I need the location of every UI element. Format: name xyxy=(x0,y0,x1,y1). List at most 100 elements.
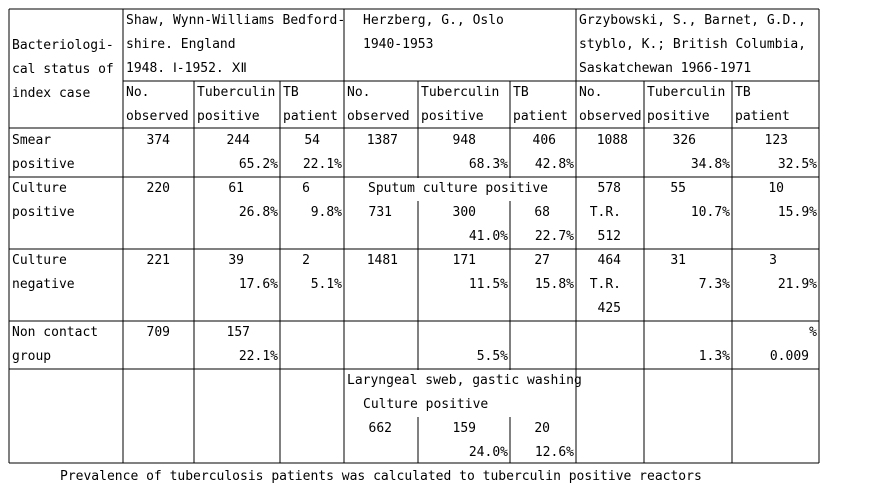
cell-smear-s3-tub-pct: 34.8% xyxy=(690,157,730,172)
s1-col-no-header-2: observed xyxy=(126,109,189,124)
row-label-culture-neg-2: negative xyxy=(12,277,75,292)
cell-smear-s3-tub: 326 xyxy=(672,133,696,148)
cell-culpos-s3-tr: T.R. xyxy=(589,205,621,220)
cell-noncontact-s3-tb-val: 0.009 xyxy=(769,349,809,364)
s2-col-no-header-2: observed xyxy=(347,109,410,124)
cell-laryngeal-s2-no: 662 xyxy=(368,421,392,436)
study3-title-line3: Saskatchewan 1966-1971 xyxy=(579,61,752,76)
culpos-s2-subheading: Sputum culture positive xyxy=(368,181,549,196)
row-label-non-contact: Non contact xyxy=(12,325,99,340)
cell-culpos-s2-tub: 300 xyxy=(452,205,476,220)
s2-col-tub-header: Tuberculin xyxy=(421,85,500,100)
s3-col-tb-header: TB xyxy=(735,85,751,100)
cell-culneg-s1-tb-pct: 5.1% xyxy=(310,277,342,292)
cell-smear-s1-tub-pct: 65.2% xyxy=(238,157,278,172)
s3-col-tub-header-2: positive xyxy=(647,109,710,124)
cell-culpos-s1-tb: 6 xyxy=(302,181,310,196)
status-header-line2: cal status of xyxy=(12,62,114,77)
cell-culneg-s2-no: 1481 xyxy=(366,253,398,268)
cell-culneg-s1-tub-pct: 17.6% xyxy=(238,277,278,292)
s1-col-no-header: No. xyxy=(126,85,150,100)
cell-culpos-s3-no: 578 xyxy=(597,181,621,196)
s2-col-tb-header-2: patient xyxy=(513,109,568,124)
cell-culpos-s2-no: 731 xyxy=(368,205,392,220)
cell-culpos-s2-tb: 68 xyxy=(534,205,550,220)
study3-title-line2: styblo, K.; British Columbia, xyxy=(579,37,806,52)
s1-col-tub-header-2: positive xyxy=(197,109,260,124)
cell-culpos-s3-tb: 10 xyxy=(768,181,784,196)
cell-smear-s2-tb-pct: 42.8% xyxy=(534,157,574,172)
cell-culpos-s2-tub-pct: 41.0% xyxy=(468,229,508,244)
cell-smear-s1-tb-pct: 22.1% xyxy=(302,157,342,172)
cell-culneg-s2-tb: 27 xyxy=(534,253,550,268)
cell-culpos-s1-no: 220 xyxy=(146,181,170,196)
row-label-smear-2: positive xyxy=(12,157,75,172)
s2-col-tub-header-2: positive xyxy=(421,109,484,124)
cell-culneg-s1-no: 221 xyxy=(146,253,170,268)
cell-culneg-s3-no: 464 xyxy=(597,253,621,268)
footnote: Prevalence of tuberculosis patients was … xyxy=(60,469,702,484)
cell-noncontact-s1-no: 709 xyxy=(146,325,170,340)
cell-culneg-s3-tub: 31 xyxy=(670,253,686,268)
cell-smear-s3-tb: 123 xyxy=(764,133,788,148)
cell-smear-s2-no: 1387 xyxy=(366,133,398,148)
cell-smear-s2-tub: 948 xyxy=(452,133,476,148)
s3-col-no-header: No. xyxy=(579,85,603,100)
cell-noncontact-s3-tb-unit: % xyxy=(809,325,817,340)
cell-culpos-s1-tub: 61 xyxy=(228,181,244,196)
cell-culneg-s1-tub: 39 xyxy=(228,253,244,268)
cell-culneg-s3-tub-pct: 7.3% xyxy=(698,277,730,292)
status-header-line3: index case xyxy=(12,86,91,101)
cell-smear-s2-tb: 406 xyxy=(532,133,556,148)
cell-culpos-s3-tub: 55 xyxy=(670,181,686,196)
cell-culpos-s1-tb-pct: 9.8% xyxy=(310,205,342,220)
s1-col-tb-header-2: patient xyxy=(283,109,338,124)
s1-col-tub-header: Tuberculin xyxy=(197,85,276,100)
cell-culpos-s2-tb-pct: 22.7% xyxy=(534,229,574,244)
cell-noncontact-s2-tub-pct: 5.5% xyxy=(476,349,508,364)
cell-culpos-s3-tb-pct: 15.9% xyxy=(777,205,817,220)
s2-col-no-header: No. xyxy=(347,85,371,100)
cell-culneg-s3-tr: T.R. xyxy=(589,277,621,292)
cell-smear-s1-tub: 244 xyxy=(226,133,250,148)
cell-smear-s1-no: 374 xyxy=(146,133,170,148)
laryngeal-subheading: Laryngeal sweb, gastic washing xyxy=(347,373,582,388)
cell-smear-s3-no: 1088 xyxy=(596,133,628,148)
cell-culneg-s3-tr-no: 425 xyxy=(597,301,621,316)
study2-title-line1: Herzberg, G., Oslo xyxy=(363,13,504,28)
study1-title-line3: 1948. Ⅰ-1952. ⅩⅡ xyxy=(126,61,247,76)
row-label-culture-neg: Culture xyxy=(12,253,67,268)
s3-col-tb-header-2: patient xyxy=(735,109,790,124)
row-label-culture-pos: Culture xyxy=(12,181,67,196)
cell-laryngeal-s2-tb-pct: 12.6% xyxy=(534,445,574,460)
s3-col-no-header-2: observed xyxy=(579,109,642,124)
cell-laryngeal-s2-tub: 159 xyxy=(452,421,476,436)
study2-title-line2: 1940-1953 xyxy=(363,37,434,52)
cell-laryngeal-s2-tub-pct: 24.0% xyxy=(468,445,508,460)
cell-culpos-s3-tr-no: 512 xyxy=(597,229,621,244)
row-label-culture-pos-2: positive xyxy=(12,205,75,220)
cell-culneg-s3-tb-pct: 21.9% xyxy=(777,277,817,292)
cell-laryngeal-s2-tb: 20 xyxy=(534,421,550,436)
cell-noncontact-s3-tub-pct: 1.3% xyxy=(698,349,730,364)
cell-culpos-s3-tub-pct: 10.7% xyxy=(690,205,730,220)
status-header-line1: Bacteriologi- xyxy=(12,38,114,53)
cell-culneg-s2-tb-pct: 15.8% xyxy=(534,277,574,292)
cell-culneg-s2-tub-pct: 11.5% xyxy=(468,277,508,292)
cell-culneg-s1-tb: 2 xyxy=(302,253,310,268)
s1-col-tb-header: TB xyxy=(283,85,299,100)
cell-culpos-s1-tub-pct: 26.8% xyxy=(238,205,278,220)
cell-noncontact-s1-tub: 157 xyxy=(226,325,250,340)
cell-smear-s2-tub-pct: 68.3% xyxy=(468,157,508,172)
study1-title-line2: shire. England xyxy=(126,37,236,52)
row-label-smear: Smear xyxy=(12,133,52,148)
laryngeal-subheading-2: Culture positive xyxy=(363,397,489,412)
row-label-non-contact-2: group xyxy=(12,349,52,364)
cell-smear-s1-tb: 54 xyxy=(304,133,320,148)
s3-col-tub-header: Tuberculin xyxy=(647,85,726,100)
cell-smear-s3-tb-pct: 32.5% xyxy=(777,157,817,172)
s2-col-tb-header: TB xyxy=(513,85,529,100)
cell-culneg-s3-tb: 3 xyxy=(769,253,777,268)
laryngeal-merged-cell xyxy=(345,370,575,417)
